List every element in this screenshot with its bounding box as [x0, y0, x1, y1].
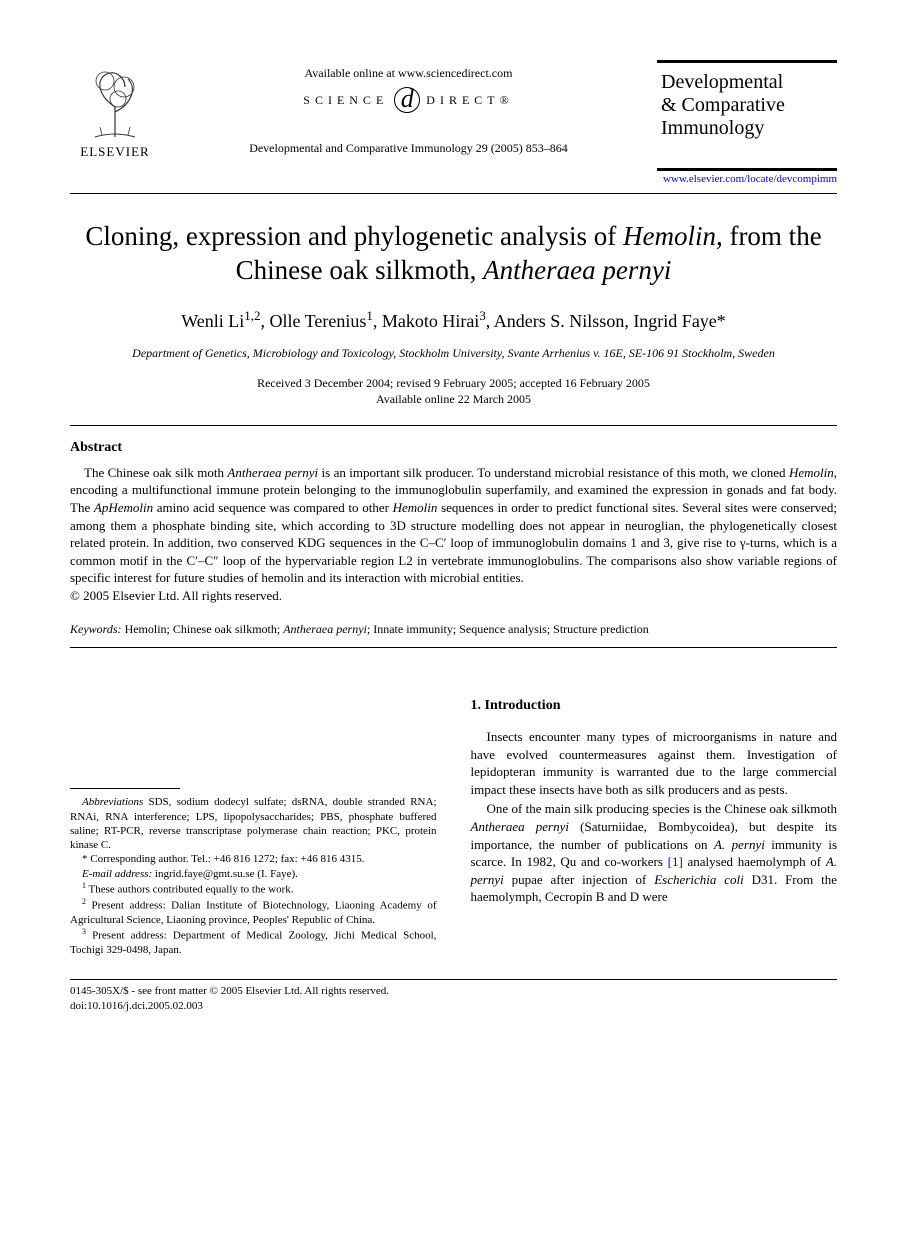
journal-box-wrap: Developmental & Comparative Immunology w… — [657, 60, 837, 185]
divider — [70, 647, 837, 648]
two-column-body: Abbreviations SDS, sodium dodecyl sulfat… — [70, 698, 837, 957]
journal-link[interactable]: www.elsevier.com/locate/devcompimm — [657, 173, 837, 185]
affiliation: Department of Genetics, Microbiology and… — [70, 346, 837, 361]
footnote-1: 1 These authors contributed equally to t… — [70, 881, 437, 897]
page-header: ELSEVIER Available online at www.science… — [70, 60, 837, 185]
footnote-corresponding: * Corresponding author. Tel.: +46 816 12… — [70, 852, 437, 866]
left-column: Abbreviations SDS, sodium dodecyl sulfat… — [70, 698, 437, 957]
footnotes: Abbreviations SDS, sodium dodecyl sulfat… — [70, 795, 437, 957]
article-dates: Received 3 December 2004; revised 9 Febr… — [70, 375, 837, 407]
journal-title-box: Developmental & Comparative Immunology — [657, 60, 837, 171]
intro-para-2: One of the main silk producing species i… — [471, 800, 838, 905]
journal-title-line1: Developmental — [661, 71, 833, 94]
divider — [70, 193, 837, 194]
header-center: Available online at www.sciencedirect.co… — [160, 60, 657, 156]
footer-line1: 0145-305X/$ - see front matter © 2005 El… — [70, 984, 837, 998]
keywords: Keywords: Hemolin; Chinese oak silkmoth;… — [70, 622, 837, 637]
footnote-3: 3 Present address: Department of Medical… — [70, 927, 437, 957]
sciencedirect-right: DIRECT® — [426, 93, 513, 108]
journal-title-line3: Immunology — [661, 117, 833, 140]
footer-meta: 0145-305X/$ - see front matter © 2005 El… — [70, 984, 837, 1013]
introduction-heading: 1. Introduction — [471, 698, 838, 714]
elsevier-tree-icon — [80, 67, 150, 142]
dates-line2: Available online 22 March 2005 — [70, 391, 837, 407]
footnote-email: E-mail address: ingrid.faye@gmt.su.se (I… — [70, 867, 437, 881]
publisher-name: ELSEVIER — [80, 144, 149, 160]
sciencedirect-logo: SCIENCE d DIRECT® — [303, 87, 513, 113]
keywords-label: Keywords: — [70, 622, 122, 636]
available-online-text: Available online at www.sciencedirect.co… — [160, 66, 657, 81]
footnotes-rule — [70, 788, 180, 789]
footnote-abbreviations: Abbreviations SDS, sodium dodecyl sulfat… — [70, 795, 437, 852]
keywords-text: Hemolin; Chinese oak silkmoth; Antheraea… — [122, 622, 649, 636]
abstract-heading: Abstract — [70, 440, 837, 456]
journal-title-line2: & Comparative — [661, 94, 833, 117]
sciencedirect-left: SCIENCE — [303, 93, 388, 108]
article-title: Cloning, expression and phylogenetic ana… — [70, 220, 837, 288]
abstract-text: The Chinese oak silk moth Antheraea pern… — [70, 464, 837, 587]
footnote-2: 2 Present address: Dalian Institute of B… — [70, 897, 437, 927]
author-list: Wenli Li1,2, Olle Terenius1, Makoto Hira… — [70, 308, 837, 332]
divider — [70, 425, 837, 426]
sciencedirect-d-icon: d — [394, 87, 420, 113]
abstract-copyright: © 2005 Elsevier Ltd. All rights reserved… — [70, 587, 837, 605]
footer-rule — [70, 979, 837, 980]
right-column: 1. Introduction Insects encounter many t… — [471, 698, 838, 957]
publisher-logo: ELSEVIER — [70, 60, 160, 160]
abstract-body: The Chinese oak silk moth Antheraea pern… — [70, 464, 837, 604]
journal-reference: Developmental and Comparative Immunology… — [160, 141, 657, 156]
footer-line2: doi:10.1016/j.dci.2005.02.003 — [70, 999, 837, 1013]
intro-para-1: Insects encounter many types of microorg… — [471, 728, 838, 798]
dates-line1: Received 3 December 2004; revised 9 Febr… — [70, 375, 837, 391]
